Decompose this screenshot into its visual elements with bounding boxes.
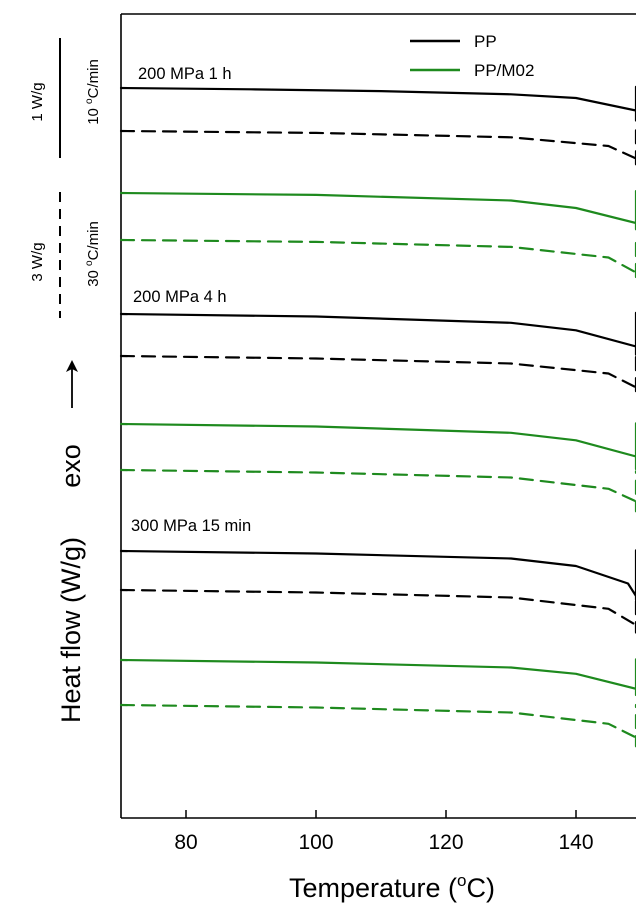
series-line-pp-30-g3 [119,588,636,634]
series-line-pp-m02-10-g2 [119,422,636,471]
scale-bar-dashed: 3 W/g 30 oC/min [29,192,102,318]
x-tick-label: 80 [174,831,197,854]
exo-indicator: exo [56,360,86,488]
group-label-2: 200 MPa 4 h [133,288,227,306]
x-tick-label: 120 [428,831,463,854]
y-axis-title: Heat flow (W/g) [56,537,86,723]
legend-label-pp: PP [474,32,497,51]
series-line-pp-m02-30-g1 [119,237,636,279]
series-line-pp-10-g3 [119,549,636,601]
series-line-pp-30-g1 [119,129,636,166]
x-axis-title: Temperature (oC) [289,871,495,903]
series-line-pp-m02-30-g3 [119,703,636,748]
x-tick-label: 140 [558,831,593,854]
scale-bar-solid-label: 1 W/g [29,82,46,121]
x-tick-label: 100 [298,831,333,854]
scale-bar-solid: 1 W/g 10 oC/min [29,38,102,158]
exo-arrow-icon [66,360,78,372]
legend: PP PP/M02 [410,32,534,80]
scale-bar-dashed-rate: 30 oC/min [84,221,102,287]
x-ticks: 80100120140160180 [174,810,594,854]
group-label-1: 200 MPa 1 h [138,65,232,83]
series-line-pp-m02-30-g2 [119,468,636,513]
legend-label-ppm02: PP/M02 [474,61,534,80]
series-line-pp-10-g2 [119,311,636,356]
scale-bar-dashed-label: 3 W/g [29,242,46,281]
series-line-pp-m02-10-g1 [119,190,636,231]
scale-bar-solid-rate: 10 oC/min [84,59,102,125]
exo-label: exo [56,444,86,488]
group-label-3: 300 MPa 15 min [131,517,251,535]
plot-frame [120,13,636,819]
series-line-pp-m02-10-g3 [119,658,636,697]
series-line-pp-30-g2 [119,354,636,394]
curves-layer [119,85,636,748]
series-line-pp-10-g1 [119,85,636,122]
